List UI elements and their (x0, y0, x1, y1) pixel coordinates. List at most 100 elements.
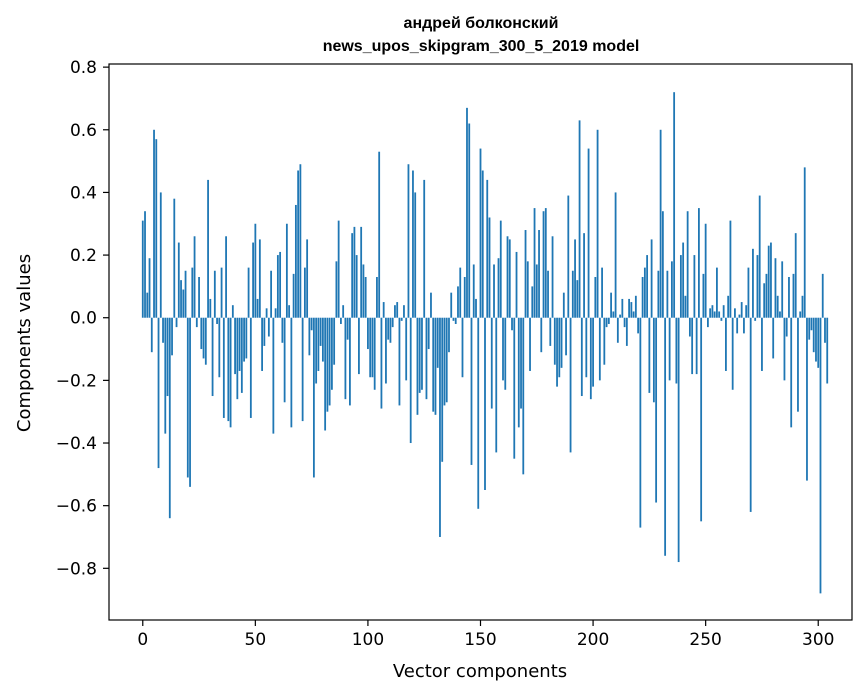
bar (718, 311, 721, 318)
bar (657, 270, 660, 318)
bar (756, 255, 759, 318)
bar (612, 311, 615, 318)
bar (646, 255, 649, 318)
bar (193, 236, 196, 318)
bar (144, 211, 146, 318)
bar (567, 195, 570, 318)
bar (623, 317, 626, 328)
bar (684, 295, 687, 318)
bar (695, 317, 698, 375)
bar (740, 302, 743, 318)
bar (497, 258, 500, 318)
bar (614, 192, 617, 318)
bar (155, 139, 158, 318)
bar (202, 317, 205, 359)
bar (319, 317, 322, 346)
bar (587, 148, 590, 318)
bar (198, 277, 200, 318)
bar (184, 270, 187, 318)
bar (425, 317, 428, 400)
bar (763, 283, 766, 318)
bar (466, 107, 468, 318)
bar (549, 317, 552, 346)
bar (468, 123, 471, 318)
bar (344, 317, 347, 400)
bar (443, 317, 446, 406)
x-tick-label: 300 (802, 630, 834, 650)
bar (781, 261, 784, 318)
bar (240, 317, 243, 393)
x-tick-label: 250 (689, 630, 721, 650)
bar (650, 239, 653, 318)
bar (659, 129, 662, 318)
bar (670, 261, 673, 318)
bar (540, 317, 543, 353)
bar (222, 317, 225, 418)
bar (533, 208, 536, 318)
bar (817, 317, 820, 368)
bar (303, 267, 306, 318)
bar (452, 317, 455, 321)
bar (794, 233, 797, 318)
bar (628, 298, 630, 318)
bar (204, 317, 207, 365)
bar (220, 267, 223, 318)
bar (263, 317, 266, 346)
bar (594, 277, 597, 318)
bar (412, 170, 414, 318)
bar (571, 270, 574, 318)
bar (342, 305, 345, 318)
bar (495, 317, 498, 453)
bar (267, 317, 270, 337)
bar (306, 239, 309, 318)
bar (772, 317, 775, 359)
bar (535, 264, 538, 318)
y-tick-label: 0.6 (70, 121, 97, 141)
bar (209, 298, 212, 318)
bar (353, 226, 356, 318)
bar (243, 317, 245, 362)
bar (526, 261, 529, 318)
bar (664, 317, 667, 556)
bar (292, 273, 295, 318)
bar (168, 317, 171, 519)
bar (749, 317, 752, 512)
bar (186, 317, 189, 478)
bar (601, 267, 603, 318)
bar (783, 317, 786, 381)
bar (693, 255, 696, 318)
bar (544, 208, 547, 318)
bar (396, 302, 399, 318)
bar (661, 211, 664, 318)
bar (819, 317, 822, 594)
bar (803, 167, 806, 318)
bar (502, 317, 504, 381)
bar (493, 264, 495, 318)
bar (321, 317, 324, 362)
bar (182, 289, 185, 318)
bar (362, 264, 365, 318)
bar (213, 270, 216, 318)
bar (499, 220, 502, 318)
bar (709, 308, 712, 318)
bar (711, 305, 714, 318)
bar (380, 317, 383, 409)
bar (569, 317, 572, 453)
bar (767, 245, 770, 318)
bar (774, 258, 777, 318)
bar (727, 295, 730, 318)
y-tick-label: 0.4 (70, 183, 97, 203)
bar (752, 248, 754, 318)
x-tick-label: 0 (137, 630, 148, 650)
bar (754, 317, 757, 321)
bar (328, 317, 331, 406)
bar (621, 298, 624, 318)
bar (270, 270, 273, 318)
bar (553, 317, 556, 365)
bar (191, 267, 194, 318)
bar (589, 317, 592, 400)
bar (376, 277, 378, 318)
bar (427, 317, 430, 350)
bar (675, 317, 678, 384)
